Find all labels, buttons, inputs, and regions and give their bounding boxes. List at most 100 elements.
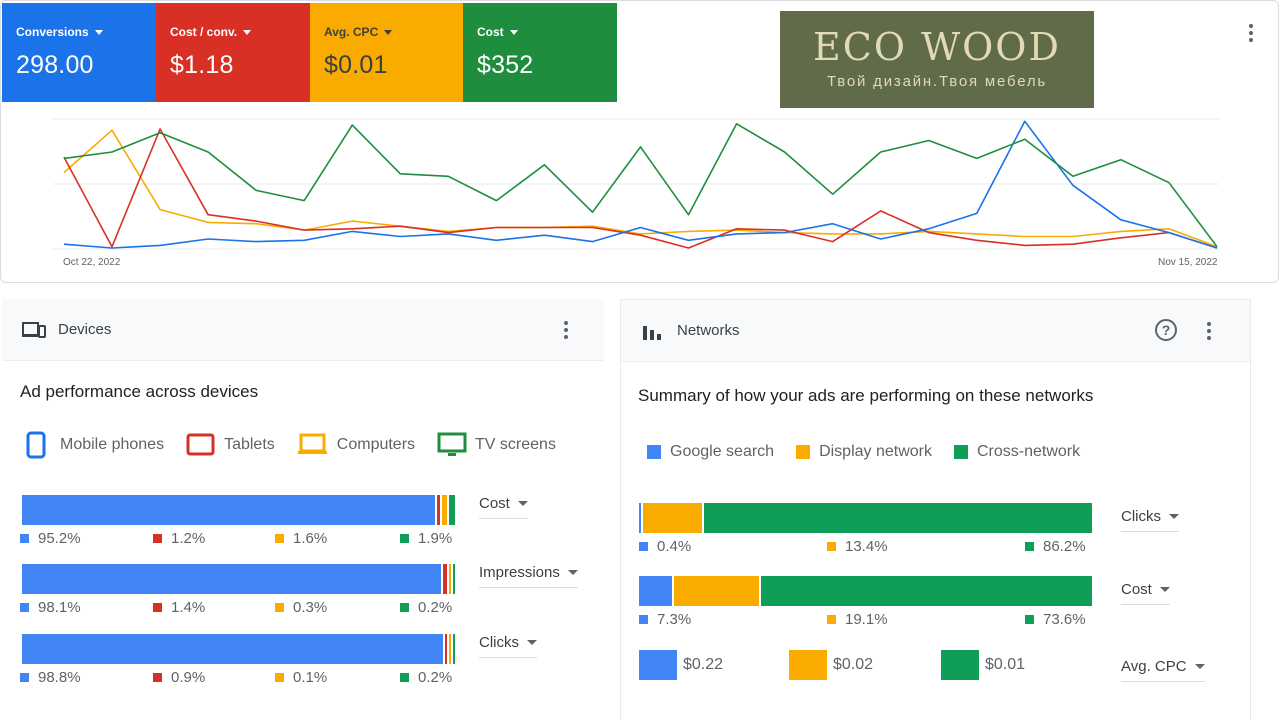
percent-label: 0.9%: [153, 669, 205, 686]
caret-down-icon: [527, 640, 537, 645]
legend-item-tablets[interactable]: Tablets: [186, 433, 275, 457]
legend-swatch: [1025, 542, 1034, 551]
metric-tile-cost-per-conversion[interactable]: Cost / conv. $1.18: [156, 3, 310, 102]
overview-card: Conversions 298.00 Cost / conv. $1.18 Av…: [0, 0, 1279, 283]
computer-icon: [297, 433, 327, 454]
metric-tile-conversions[interactable]: Conversions 298.00: [2, 3, 156, 102]
legend-swatch: [827, 542, 836, 551]
metric-label: Cost / conv.: [170, 25, 238, 39]
metric-tile-cost[interactable]: Cost $352: [463, 3, 617, 102]
section-title: Ad performance across devices: [20, 382, 259, 401]
x-axis-start-label: Oct 22, 2022: [63, 257, 121, 268]
cpc-swatch: [789, 650, 827, 680]
bar-segment: [441, 564, 447, 594]
legend-label: Display network: [819, 443, 932, 460]
legend-label: Computers: [336, 436, 416, 453]
metric-selector[interactable]: Cost / conv.: [170, 25, 296, 39]
metric-tile-avg-cpc[interactable]: Avg. CPC $0.01: [310, 3, 463, 102]
caret-down-icon: [1194, 664, 1205, 669]
legend-swatch: [20, 673, 29, 682]
percent-value: 19.1%: [845, 611, 888, 628]
tv-screen-icon: [437, 432, 467, 456]
metric-dropdown-clicks[interactable]: Clicks: [1121, 508, 1179, 532]
legend-swatch: [954, 445, 968, 459]
percent-label: 0.2%: [400, 599, 452, 616]
percent-value: 98.1%: [38, 599, 81, 616]
legend-item-cross-network[interactable]: Cross-network: [954, 443, 1080, 461]
percent-value: 1.6%: [293, 530, 328, 547]
legend-swatch: [827, 615, 836, 624]
caret-down-icon: [517, 501, 528, 506]
bar-segment: [434, 495, 440, 525]
bar-segment: [447, 634, 451, 664]
metric-label: Conversions: [16, 25, 89, 39]
legend-item-tv-screens[interactable]: TV screens: [437, 432, 556, 458]
metric-selector[interactable]: Avg. CPC: [324, 25, 449, 39]
legend-swatch: [639, 615, 648, 624]
legend-label: TV screens: [475, 436, 556, 453]
logo-tagline: Твой дизайн.Твоя мебель: [826, 73, 1048, 90]
percent-label: 1.4%: [153, 599, 205, 616]
bar-segment: [758, 576, 1092, 606]
help-icon[interactable]: ?: [1155, 319, 1177, 341]
bar-segment: [639, 503, 641, 533]
metric-selector[interactable]: Conversions: [16, 25, 142, 39]
bar-segment: [22, 634, 443, 664]
bar-chart-icon: [643, 325, 661, 340]
dropdown-label: Cost: [1121, 581, 1152, 598]
mobile-phone-icon: [26, 431, 46, 459]
percent-value: 0.9%: [171, 669, 206, 686]
stacked-bar-cost: [639, 576, 1092, 606]
percent-label: 1.9%: [400, 530, 452, 547]
bar-segment: [439, 495, 447, 525]
metric-value: 298.00: [16, 51, 94, 79]
metric-selector[interactable]: Cost: [477, 25, 603, 39]
caret-down-icon: [567, 570, 578, 575]
percent-label: 98.1%: [20, 599, 81, 616]
legend-swatch: [647, 445, 661, 459]
metric-dropdown-avg-cpc[interactable]: Avg. CPC: [1121, 658, 1205, 682]
series-line-green: [63, 123, 1218, 248]
stacked-bar-impressions: [22, 564, 455, 594]
metric-dropdown-cost[interactable]: Cost: [1121, 581, 1170, 605]
percent-value: 95.2%: [38, 530, 81, 547]
bar-segment: [443, 634, 447, 664]
bar-segment: [641, 503, 702, 533]
caret-down-icon: [1169, 514, 1179, 519]
bar-segment: [672, 576, 759, 606]
percent-value: 86.2%: [1043, 538, 1086, 555]
card-title: Devices: [58, 321, 112, 338]
metric-value: $0.01: [324, 51, 388, 79]
metric-dropdown-clicks[interactable]: Clicks: [479, 634, 537, 658]
legend-swatch: [400, 673, 409, 682]
legend-item-mobile-phones[interactable]: Mobile phones: [26, 431, 164, 459]
percent-label: 0.3%: [275, 599, 327, 616]
legend-swatch: [275, 534, 284, 543]
devices-icon: [22, 321, 46, 338]
percent-label: 7.3%: [639, 611, 691, 628]
percent-value: 1.4%: [171, 599, 206, 616]
metric-dropdown-impressions[interactable]: Impressions: [479, 564, 578, 588]
legend-swatch: [1025, 615, 1034, 624]
networks-card: Networks ? Summary of how your ads are p…: [620, 299, 1251, 720]
bar-segment: [639, 576, 673, 606]
more-options-icon[interactable]: [1243, 21, 1259, 45]
dropdown-label: Cost: [479, 495, 510, 512]
legend-item-google-search[interactable]: Google search: [647, 443, 774, 461]
legend-swatch: [20, 603, 29, 612]
more-options-icon[interactable]: [1201, 319, 1217, 343]
metric-dropdown-cost[interactable]: Cost: [479, 495, 528, 519]
percent-label: 0.1%: [275, 669, 327, 686]
legend-item-display-network[interactable]: Display network: [796, 443, 932, 461]
legend-label: Cross-network: [977, 443, 1081, 460]
caret-down-icon: [243, 29, 252, 35]
more-options-icon[interactable]: [558, 318, 574, 342]
dropdown-label: Avg. CPC: [1121, 658, 1187, 675]
percent-label: 19.1%: [827, 611, 888, 628]
trend-line-chart: [53, 118, 1219, 250]
legend-item-computers[interactable]: Computers: [297, 433, 415, 457]
series-line-yellow: [63, 129, 1218, 248]
percent-value: 98.8%: [38, 669, 81, 686]
tablet-icon: [186, 433, 215, 456]
networks-card-header: Networks ?: [621, 300, 1250, 362]
